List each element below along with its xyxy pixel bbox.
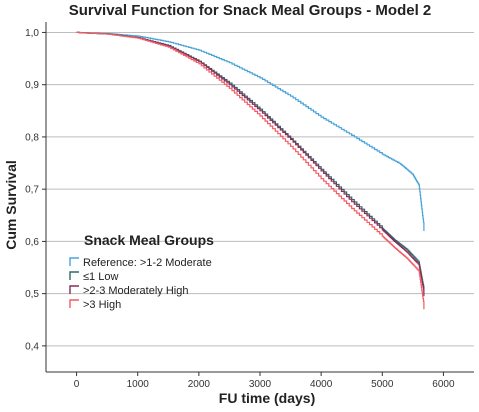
y-axis-label: Cum Survival [3, 160, 19, 249]
axes [42, 22, 474, 376]
tick-labels: 0,4 0,5 0,6 0,7 0,8 0,9 1,0 0 1000 2000 3000 4000 50… [25, 28, 455, 390]
x-axis-label: FU time (days) [219, 390, 315, 406]
legend-swatch [69, 271, 79, 280]
legend-item-label: >3 High [83, 299, 121, 311]
y-tick-label: 0,6 [25, 237, 39, 248]
series-line-0 [76, 31, 425, 231]
x-tick-label: 5000 [371, 379, 394, 390]
grid-lines [46, 31, 474, 347]
y-tick-label: 1,0 [25, 28, 39, 39]
legend-swatch [69, 299, 79, 308]
legend-item-label: Reference: >1-2 Moderate [83, 257, 212, 269]
chart-title: Survival Function for Snack Meal Groups … [69, 2, 432, 19]
legend-item-label: >2-3 Moderately High [83, 285, 188, 297]
legend-item-label: ≤1 Low [83, 271, 118, 283]
x-tick-label: 0 [74, 379, 80, 390]
series-line-3 [76, 31, 425, 310]
legend-swatch [69, 257, 79, 266]
x-tick-label: 2000 [188, 379, 211, 390]
y-tick-label: 0,9 [25, 80, 39, 91]
y-tick-label: 0,7 [25, 185, 39, 196]
legend-title: Snack Meal Groups [84, 232, 214, 248]
x-tick-label: 3000 [249, 379, 272, 390]
x-tick-label: 6000 [432, 379, 455, 390]
y-tick-label: 0,5 [25, 289, 39, 300]
legend: Snack Meal Groups Reference: >1-2 Modera… [69, 232, 214, 311]
series-lines [76, 31, 425, 310]
x-tick-label: 1000 [127, 379, 150, 390]
x-tick-label: 4000 [310, 379, 333, 390]
y-tick-label: 0,4 [25, 341, 39, 352]
y-tick-label: 0,8 [25, 132, 39, 143]
legend-swatch [69, 285, 79, 294]
